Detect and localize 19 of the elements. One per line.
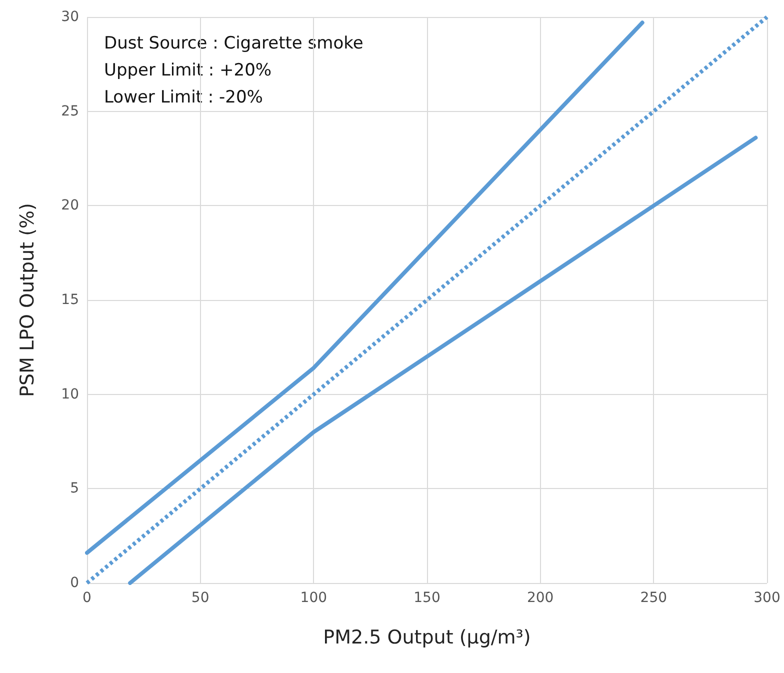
x-axis-title: PM2.5 Output (µg/m³) [323, 626, 531, 648]
y-tick-label: 10 [61, 386, 79, 402]
y-tick-label: 20 [61, 198, 79, 214]
y-tick-label: 15 [61, 292, 79, 308]
annotation: Lower Limit : -20% [104, 88, 263, 108]
annotation: Upper Limit : +20% [104, 60, 272, 80]
x-tick-label: 200 [526, 590, 554, 606]
y-axis-title: PSM LPO Output (%) [16, 203, 38, 397]
y-tick-label: 30 [61, 9, 79, 25]
y-tick-label: 0 [70, 575, 79, 591]
y-tick-label: 5 [70, 480, 79, 497]
x-tick-label: 50 [191, 590, 210, 606]
y-tick-label: 25 [61, 103, 79, 120]
x-tick-label: 0 [82, 590, 92, 606]
x-tick-label: 150 [414, 590, 440, 606]
x-tick-label: 250 [640, 590, 668, 606]
annotation: Dust Source : Cigarette smoke [104, 34, 364, 54]
x-tick-label: 300 [754, 590, 780, 606]
x-tick-label: 100 [300, 590, 328, 606]
